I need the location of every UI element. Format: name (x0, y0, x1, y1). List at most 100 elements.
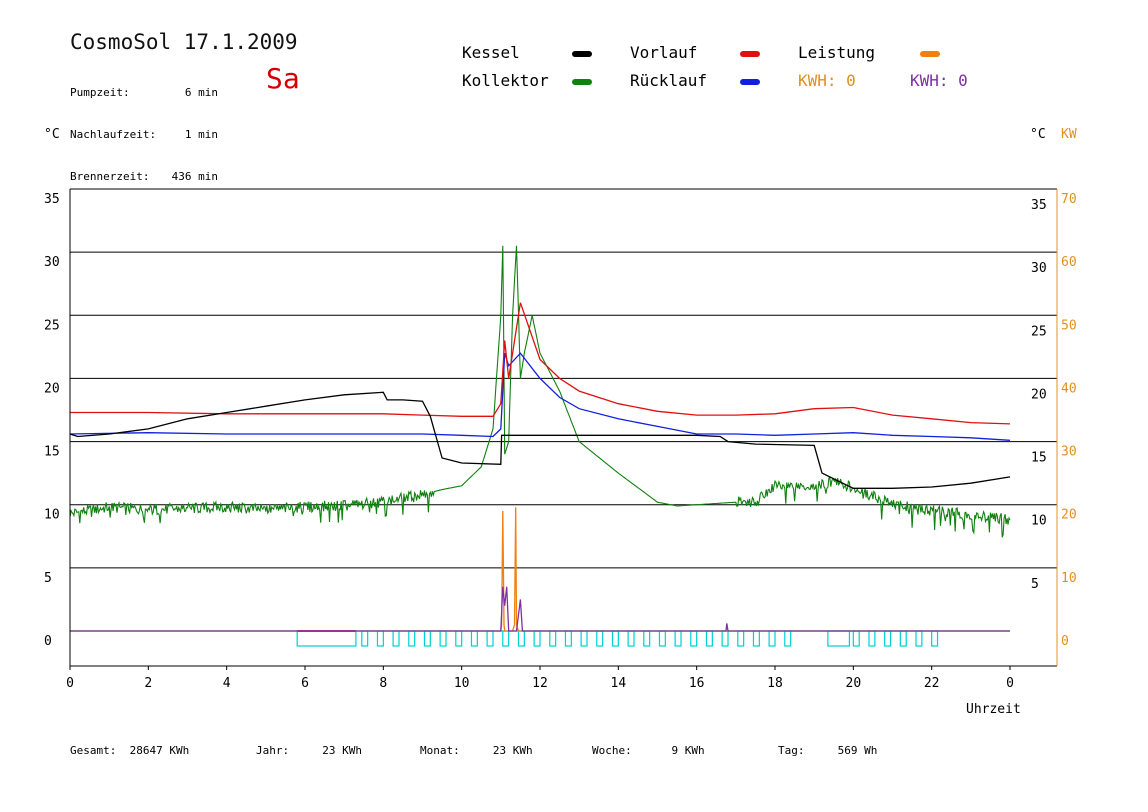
x-tick-label: 2 (144, 676, 152, 691)
status-block-3 (392, 630, 400, 647)
y-right-tick-label: 30 (1031, 261, 1047, 276)
status-block-30 (852, 630, 860, 647)
stat-pumpzeit-value: 6 min (184, 86, 218, 99)
status-block-26 (752, 630, 760, 647)
grid-lines (70, 188, 1057, 632)
status-block-23 (705, 630, 713, 647)
right-axis-unit: °C (1030, 127, 1046, 142)
x-tick-label: 0 (66, 676, 74, 691)
footer-jahr: Jahr: 23 KWh (256, 744, 362, 757)
status-block-27 (768, 630, 776, 647)
legend-kollektor-label: Kollektor (462, 71, 549, 90)
status-block-25 (737, 630, 745, 647)
y-left-tick-label: 0 (44, 634, 52, 649)
status-block-13 (549, 630, 557, 647)
y2-tick-label: 60 (1061, 255, 1077, 270)
status-block-18 (627, 630, 635, 647)
status-block-11 (517, 630, 525, 647)
y-left-tick-label: 10 (44, 508, 60, 523)
legend-leistung-swatch (920, 51, 940, 57)
legend-kollektor-swatch (572, 79, 592, 85)
stats-values: 6 min 1 min 436 min (160, 58, 218, 198)
axes (69, 189, 1058, 667)
legend-vorlauf-label: Vorlauf (630, 43, 698, 62)
x-tick-label: 12 (532, 676, 548, 691)
status-blocks (296, 630, 939, 647)
y-right-tick-label: 5 (1031, 577, 1039, 592)
status-block-9 (486, 630, 494, 647)
y2-tick-label: 20 (1061, 508, 1077, 523)
stat-brennerzeit-value: 436 min (171, 170, 218, 183)
series-line-kessel (69, 391, 1011, 489)
status-block-10 (502, 630, 510, 647)
status-block-16 (596, 630, 604, 647)
x-tick-label: 18 (767, 676, 783, 691)
status-block-34 (915, 630, 923, 647)
y-left-tick-label: 30 (44, 255, 60, 270)
footer-monat: Monat: 23 KWh (420, 744, 533, 757)
status-block-21 (674, 630, 682, 647)
y-left-tick-label: 35 (44, 192, 60, 207)
status-block-14 (564, 630, 572, 647)
x-tick-label: 0 (1006, 676, 1014, 691)
legend-leistung-label: Leistung (798, 43, 876, 62)
tick-labels: 0 2 4 6 8 10 12 14 16 18 20 22 0 0 5 10 15 20 25 30 35 5 10 15 2… (44, 192, 1077, 691)
status-block-29 (827, 630, 851, 647)
status-block-32 (884, 630, 892, 647)
status-block-8 (470, 630, 478, 647)
y-right-tick-label: 25 (1031, 324, 1047, 339)
stat-nachlaufzeit-label: Nachlaufzeit: (70, 128, 157, 141)
y-right-tick-label: 20 (1031, 387, 1047, 402)
y-left-tick-label: 15 (44, 445, 60, 460)
legend-kwh-purple: KWH: 0 (910, 71, 968, 90)
status-block-17 (611, 630, 619, 647)
status-block-28 (784, 630, 792, 647)
x-tick-label: 4 (223, 676, 231, 691)
x-tick-label: 20 (846, 676, 862, 691)
stat-pumpzeit-label: Pumpzeit: (70, 86, 130, 99)
x-tick-label: 22 (924, 676, 940, 691)
y2-tick-label: 0 (1061, 634, 1069, 649)
status-block-5 (423, 630, 431, 647)
y-right-tick-label: 15 (1031, 451, 1047, 466)
series-lines (69, 245, 1011, 632)
x-tick-label: 16 (689, 676, 705, 691)
y2-tick-label: 70 (1061, 192, 1077, 207)
status-block-12 (533, 630, 541, 647)
x-axis-label: Uhrzeit (966, 702, 1021, 717)
status-block-19 (643, 630, 651, 647)
stats-labels: Pumpzeit: Nachlaufzeit: Brennerzeit: (70, 58, 156, 198)
series-line-pumpe (70, 586, 1010, 632)
series-line-leistung (70, 507, 1010, 632)
status-block-24 (721, 630, 729, 647)
series-line-ruecklauf (69, 352, 1011, 441)
y-left-tick-label: 25 (44, 318, 60, 333)
status-block-35 (931, 630, 939, 647)
status-block-2 (376, 630, 384, 647)
y2-tick-label: 10 (1061, 571, 1077, 586)
footer-gesamt: Gesamt: 28647 KWh (70, 744, 190, 757)
y-left-tick-label: 20 (44, 381, 60, 396)
y2-tick-label: 30 (1061, 445, 1077, 460)
status-block-20 (658, 630, 666, 647)
status-block-1 (361, 630, 369, 647)
y-left-tick-label: 5 (44, 571, 52, 586)
status-block-31 (868, 630, 876, 647)
y-right-tick-label: 35 (1031, 198, 1047, 213)
x-tick-label: 8 (379, 676, 387, 691)
status-block-7 (455, 630, 463, 647)
status-block-15 (580, 630, 588, 647)
status-block-0 (296, 630, 357, 647)
y-right-tick-label: 10 (1031, 514, 1047, 529)
right-axis-unit-kw: KW (1061, 127, 1077, 142)
legend-kessel-swatch (572, 51, 592, 57)
legend-ruecklauf-label: Rücklauf (630, 71, 708, 90)
status-block-33 (899, 630, 907, 647)
footer-woche: Woche: 9 KWh (592, 744, 705, 757)
y2-tick-label: 50 (1061, 318, 1077, 333)
x-tick-label: 10 (454, 676, 470, 691)
footer-tag: Tag: 569 Wh (778, 744, 878, 757)
series-line-kollektor (69, 245, 1011, 538)
x-tick-label: 14 (611, 676, 627, 691)
